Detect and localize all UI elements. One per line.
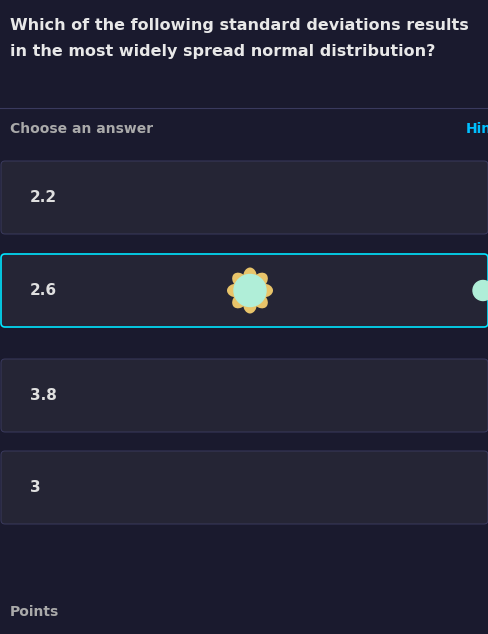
Ellipse shape [243, 294, 257, 313]
Text: 2.6: 2.6 [30, 283, 57, 298]
Text: Which of the following standard deviations results: Which of the following standard deviatio… [10, 18, 468, 33]
Ellipse shape [232, 291, 249, 308]
Ellipse shape [243, 268, 257, 287]
Ellipse shape [250, 291, 267, 308]
FancyBboxPatch shape [1, 359, 487, 432]
Circle shape [472, 280, 488, 301]
FancyBboxPatch shape [1, 254, 487, 327]
FancyBboxPatch shape [1, 451, 487, 524]
Text: 3.8: 3.8 [30, 388, 57, 403]
Ellipse shape [226, 283, 246, 297]
Text: Hin: Hin [465, 122, 488, 136]
Circle shape [234, 275, 265, 306]
Ellipse shape [232, 273, 249, 290]
Text: 3: 3 [30, 480, 41, 495]
Ellipse shape [252, 283, 272, 297]
Ellipse shape [250, 273, 267, 290]
Text: Choose an answer: Choose an answer [10, 122, 153, 136]
Text: in the most widely spread normal distribution?: in the most widely spread normal distrib… [10, 44, 434, 59]
FancyBboxPatch shape [1, 161, 487, 234]
Text: 2.2: 2.2 [30, 190, 57, 205]
Text: Points: Points [10, 605, 59, 619]
